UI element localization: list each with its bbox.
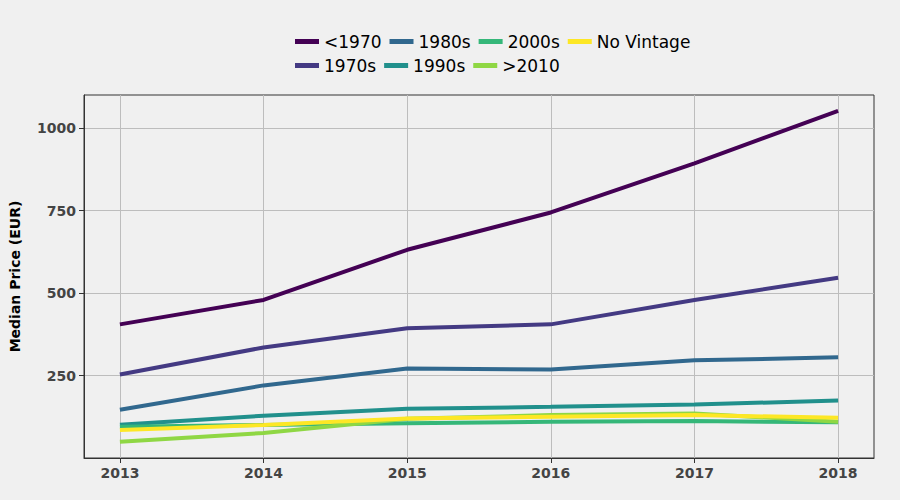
svg-text:2018: 2018 <box>819 465 858 481</box>
svg-text:Median Price (EUR): Median Price (EUR) <box>7 201 23 353</box>
svg-text:2013: 2013 <box>100 465 139 481</box>
svg-text:<1970: <1970 <box>324 32 382 52</box>
svg-text:2015: 2015 <box>388 465 427 481</box>
svg-text:750: 750 <box>47 203 76 219</box>
svg-text:2016: 2016 <box>531 465 570 481</box>
svg-text:No Vintage: No Vintage <box>597 32 691 52</box>
svg-text:500: 500 <box>47 285 76 301</box>
svg-text:1980s: 1980s <box>419 32 471 52</box>
svg-text:>2010: >2010 <box>502 56 560 76</box>
svg-text:2017: 2017 <box>675 465 714 481</box>
svg-text:1990s: 1990s <box>413 56 465 76</box>
svg-text:2014: 2014 <box>244 465 283 481</box>
svg-text:1970s: 1970s <box>324 56 376 76</box>
svg-text:250: 250 <box>47 368 76 384</box>
svg-text:1000: 1000 <box>37 120 76 136</box>
svg-text:2000s: 2000s <box>508 32 560 52</box>
